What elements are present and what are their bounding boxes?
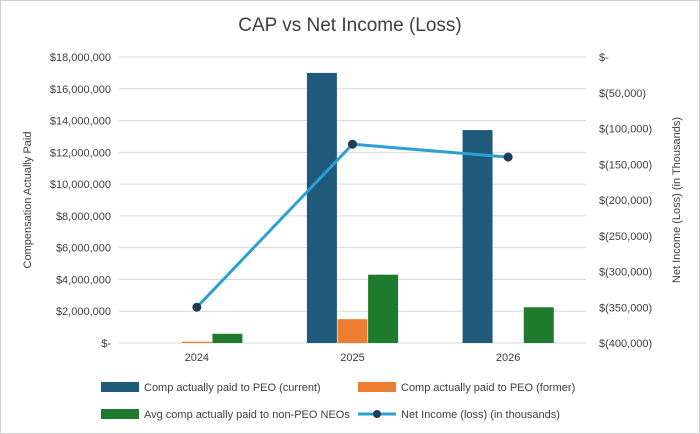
gridlines [119, 56, 586, 344]
y2-tick-label: $(50,000) [599, 88, 646, 100]
legend-marker [373, 410, 381, 418]
bars [181, 72, 554, 343]
legend-item: Avg comp actually paid to non-PEO NEOs [101, 409, 350, 421]
y-tick-label: $10,000,000 [50, 179, 111, 191]
y-axis-ticks: $- $2,000,000 $4,000,000 $6,000,000 $8,000,0… [50, 52, 112, 350]
y-tick-label: $4,000,000 [56, 274, 111, 286]
bar [368, 274, 399, 343]
y2-tick-label: $(350,000) [599, 302, 652, 314]
legend-label: Avg comp actually paid to non-PEO NEOs [144, 409, 350, 421]
net-income-point [503, 152, 513, 162]
bar [462, 130, 493, 343]
legend-item: Comp actually paid to PEO (former) [358, 382, 575, 394]
bar [523, 307, 554, 343]
net-income-point [192, 302, 202, 312]
legend-item: Net Income (loss) (in thousands) [358, 409, 560, 421]
y-tick-label: $- [101, 338, 111, 350]
legend-label: Comp actually paid to PEO (former) [401, 382, 575, 394]
legend-swatch [101, 409, 139, 419]
y-tick-label: $2,000,000 [56, 306, 111, 318]
y2-tick-label: $(100,000) [599, 124, 652, 136]
y2-axis-ticks: $- $(50,000) $(100,000) $(150,000) $(200,000… [599, 52, 652, 350]
y-tick-label: $12,000,000 [50, 147, 111, 159]
y2-tick-label: $(150,000) [599, 159, 652, 171]
x-axis-ticks: 2024 2025 2026 [185, 352, 521, 364]
y2-tick-label: $- [599, 52, 609, 64]
bar [212, 333, 243, 343]
y-tick-label: $16,000,000 [50, 84, 111, 96]
net-income-line-group [192, 139, 513, 312]
y-axis-title: Compensation Actually Paid [22, 132, 34, 269]
bar [306, 72, 337, 343]
legend-label: Net Income (loss) (in thousands) [401, 409, 560, 421]
y2-tick-label: $(200,000) [599, 195, 652, 207]
x-tick-label: 2024 [185, 352, 209, 364]
y2-axis-title: Net Income (Loss) (in Thousands) [671, 117, 683, 283]
net-income-line [195, 142, 509, 309]
y2-tick-label: $(250,000) [599, 231, 652, 243]
legend-swatch [358, 382, 396, 392]
legend-item: Comp actually paid to PEO (current) [101, 382, 321, 394]
y-tick-label: $14,000,000 [50, 116, 111, 128]
y-tick-label: $18,000,000 [50, 52, 111, 64]
y-tick-label: $8,000,000 [56, 211, 111, 223]
x-tick-label: 2025 [340, 352, 364, 364]
x-tick-label: 2026 [496, 352, 520, 364]
bar [181, 341, 212, 343]
y2-tick-label: $(300,000) [599, 267, 652, 279]
y2-tick-label: $(400,000) [599, 338, 652, 350]
net-income-point [348, 139, 357, 149]
legend-swatch [101, 382, 139, 392]
y-tick-label: $6,000,000 [56, 243, 111, 255]
chart-title: CAP vs Net Income (Loss) [238, 15, 462, 36]
legend-label: Comp actually paid to PEO (current) [144, 382, 321, 394]
bar [337, 319, 368, 343]
legend: Comp actually paid to PEO (current) Comp … [101, 382, 575, 421]
